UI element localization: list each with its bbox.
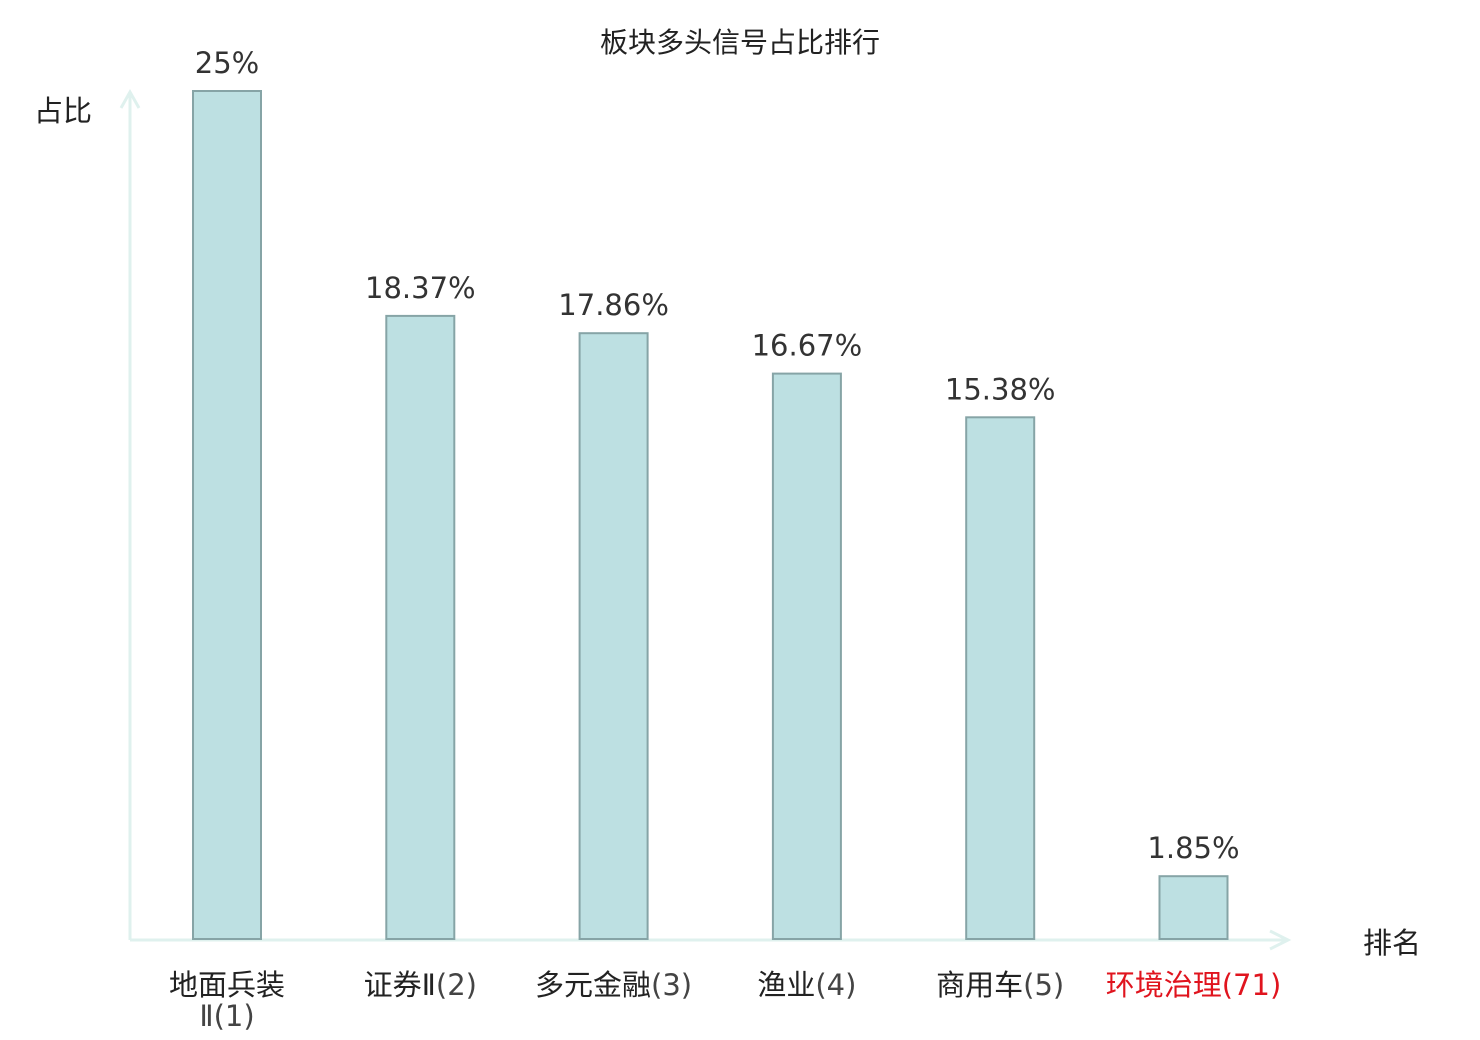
y-axis-label: 占比 — [34, 94, 92, 128]
x-axis-arrow-icon — [1269, 929, 1292, 951]
x-axis-label: 排名 — [1363, 926, 1421, 960]
y-axis-arrow-icon — [119, 88, 141, 109]
data-label: 16.67% — [752, 329, 863, 363]
tick-label: 地面兵装 — [169, 968, 285, 1002]
tick-label: 多元金融(3) — [535, 968, 692, 1002]
bar — [1158, 875, 1229, 941]
chart-title: 板块多头信号占比排行 — [600, 26, 880, 59]
data-label: 18.37% — [365, 271, 476, 305]
bars — [192, 90, 1229, 941]
data-label: 25% — [195, 46, 259, 80]
tick-label: 渔业(4) — [757, 968, 856, 1002]
data-label: 1.85% — [1147, 831, 1239, 865]
tick-label: 证券Ⅱ(2) — [364, 968, 477, 1002]
y-axis: 占比 — [34, 88, 141, 940]
tick-label-rank: Ⅱ(1) — [199, 999, 254, 1033]
bar — [965, 416, 1036, 940]
value-labels: 25% 18.37% 17.86% 16.67% 15.38% 1.85% — [195, 46, 1240, 865]
data-label: 15.38% — [945, 372, 1056, 406]
tick-label: 商用车(5) — [936, 968, 1064, 1002]
bar — [578, 332, 649, 940]
tick-label: 环境治理(71) — [1106, 968, 1282, 1002]
bar — [192, 90, 262, 940]
bar — [385, 314, 456, 940]
x-axis: 排名 — [130, 926, 1421, 960]
data-label: 17.86% — [558, 288, 669, 322]
bar — [771, 372, 842, 941]
